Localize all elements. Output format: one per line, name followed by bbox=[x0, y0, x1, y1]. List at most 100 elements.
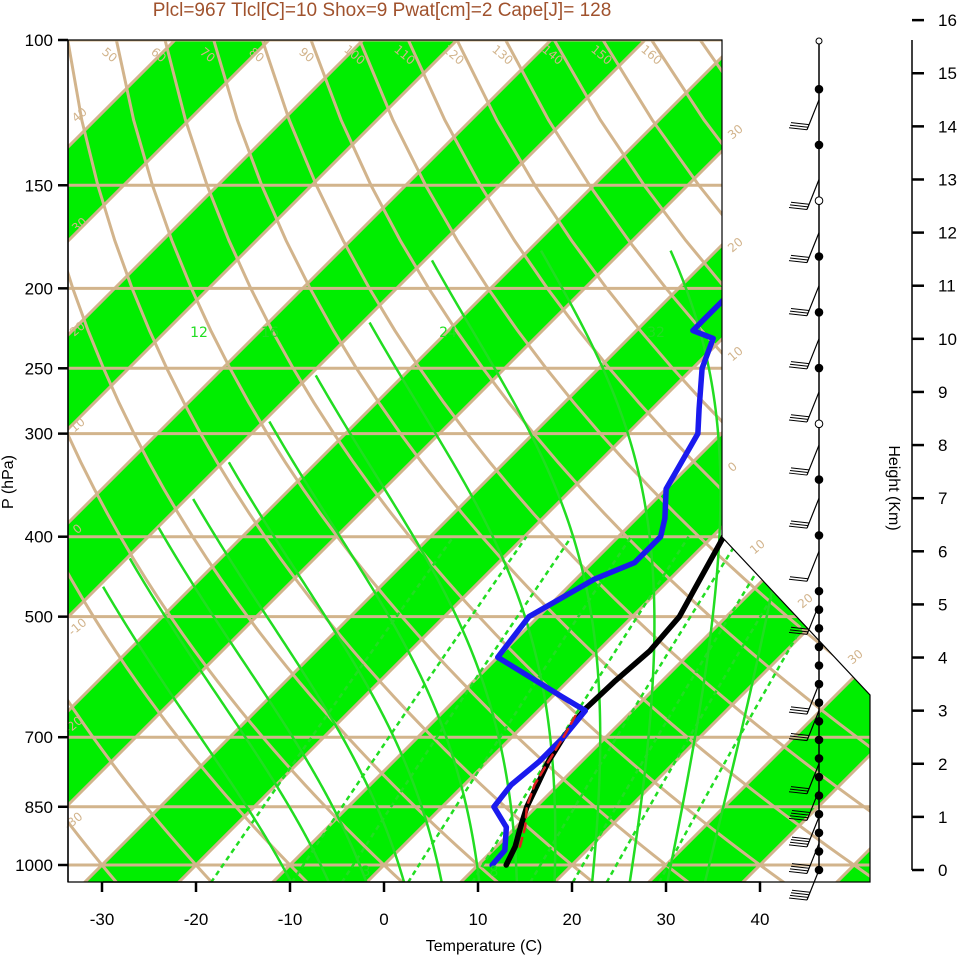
wind-barb-feather bbox=[788, 578, 808, 582]
wind-level-marker bbox=[814, 475, 824, 484]
y-tick-label: 100 bbox=[25, 31, 53, 50]
height-tick-label: 4 bbox=[938, 649, 947, 668]
isotherm-label: -10 bbox=[65, 615, 89, 638]
wind-barb-feather bbox=[788, 711, 808, 715]
isotherm-line bbox=[68, 40, 853, 882]
height-axis-title: Height (Km) bbox=[885, 445, 902, 530]
wind-barb bbox=[806, 683, 820, 715]
height-tick-label: 2 bbox=[938, 755, 947, 774]
isotherm-label: 30 bbox=[845, 647, 866, 668]
height-tick-label: 15 bbox=[938, 64, 957, 83]
moist-adiabat-lines bbox=[102, 249, 804, 882]
wind-barb-feather bbox=[789, 416, 809, 420]
wind-barb bbox=[806, 285, 820, 316]
wind-barb bbox=[806, 444, 820, 476]
moist-adiabat-line bbox=[157, 527, 368, 882]
moist-adiabat-line bbox=[314, 374, 519, 882]
wind-barb-feather bbox=[788, 206, 808, 210]
isotherm-label: 0 bbox=[725, 459, 740, 475]
wind-barb-feather bbox=[789, 815, 809, 819]
wind-barb-feather bbox=[789, 310, 809, 314]
dry-adiabat-line bbox=[309, 40, 870, 882]
dry-adiabat-line bbox=[68, 40, 214, 882]
mixing-ratio-line bbox=[340, 535, 573, 882]
mixing-ratio-label: 16 bbox=[261, 325, 279, 341]
wind-barb-feather bbox=[789, 363, 809, 367]
dry-adiabat-line bbox=[455, 40, 870, 882]
y-tick-label: 400 bbox=[25, 528, 53, 547]
wind-barb-feather bbox=[788, 844, 808, 848]
height-tick-label: 9 bbox=[938, 383, 947, 402]
moist-adiabat-line bbox=[192, 498, 406, 882]
wind-barb-feather bbox=[791, 836, 811, 840]
wind-barb-feather bbox=[788, 525, 808, 529]
wind-barb-feather bbox=[789, 124, 809, 128]
dry-adiabat-line bbox=[68, 40, 499, 882]
isotherm-label: 130 bbox=[489, 42, 516, 67]
wind-barb bbox=[806, 843, 820, 874]
mixing-ratio-line bbox=[290, 535, 528, 882]
mixing-ratio-line bbox=[571, 536, 780, 882]
wind-barb-column bbox=[788, 37, 824, 901]
wind-barb-feather bbox=[790, 786, 810, 790]
wind-barb-feather bbox=[788, 897, 808, 901]
wind-level-marker bbox=[814, 772, 824, 782]
dry-adiabat-line bbox=[68, 40, 118, 882]
wind-top-marker bbox=[815, 37, 823, 45]
wind-barb-feather bbox=[788, 870, 808, 874]
x-tick-label: -30 bbox=[90, 910, 115, 929]
mixing-ratio-line bbox=[605, 536, 810, 882]
x-tick-label: -20 bbox=[184, 910, 209, 929]
mixing-ratio-label: 3 bbox=[362, 864, 371, 880]
parcel-line bbox=[518, 714, 577, 848]
x-axis-title: Temperature (C) bbox=[426, 938, 542, 955]
moist-adiabat-line bbox=[227, 461, 443, 882]
isotherm-label: 30 bbox=[725, 122, 746, 143]
wind-barb-feather bbox=[790, 520, 810, 524]
wind-barb-feather bbox=[789, 576, 809, 580]
moist-adiabat-line bbox=[368, 321, 557, 882]
x-tick-label: 20 bbox=[563, 910, 582, 929]
wind-barb bbox=[806, 391, 820, 423]
height-tick-label: 13 bbox=[938, 170, 957, 189]
dry-adiabat-line bbox=[163, 40, 785, 882]
isotherm-line bbox=[271, 40, 870, 882]
height-tick-label: 16 bbox=[938, 11, 957, 30]
wind-barb bbox=[806, 551, 820, 582]
wind-barb-feather bbox=[789, 788, 809, 792]
wind-barb-feather bbox=[789, 868, 809, 872]
wind-barb-feather bbox=[788, 419, 808, 423]
height-tick-label: 8 bbox=[938, 436, 947, 455]
height-tick-label: 6 bbox=[938, 542, 947, 561]
y-axis: 100 150 200 250 300 400 500 700 850 1000 bbox=[15, 31, 69, 882]
wind-barb-feather bbox=[790, 201, 810, 205]
mixing-ratio-labels: 12 16 24 32 3 8 bbox=[190, 325, 665, 880]
y-tick-label: 1000 bbox=[15, 856, 53, 875]
wind-level-marker bbox=[814, 754, 824, 763]
temperature-band bbox=[460, 40, 870, 882]
isotherm-line bbox=[68, 40, 665, 882]
wind-barb-feather bbox=[789, 469, 809, 473]
isotherm-label: -30 bbox=[61, 809, 85, 832]
wind-barb-feather bbox=[788, 260, 808, 264]
isotherm-line bbox=[68, 40, 383, 882]
x-tick-label: 10 bbox=[469, 910, 488, 929]
isotherm-line bbox=[68, 40, 571, 882]
y-tick-label: 300 bbox=[25, 425, 53, 444]
wind-barb-feather bbox=[791, 810, 811, 814]
isotherm-label: 160 bbox=[638, 42, 665, 67]
height-tick-label: 12 bbox=[938, 224, 957, 243]
height-tick-label: 5 bbox=[938, 595, 947, 614]
wind-barb-feather bbox=[788, 791, 808, 795]
temperature-band bbox=[68, 40, 476, 882]
wind-barb-feather bbox=[788, 127, 808, 131]
wind-level-marker bbox=[814, 531, 824, 540]
x-tick-label: 30 bbox=[657, 910, 676, 929]
dry-adiabat-line bbox=[68, 40, 309, 882]
dry-adiabat-line bbox=[114, 40, 690, 882]
x-tick-label: 0 bbox=[379, 910, 388, 929]
isotherm-label: 10 bbox=[725, 344, 746, 365]
wind-barb-feather bbox=[789, 735, 809, 739]
y-tick-label: 500 bbox=[25, 608, 53, 627]
height-tick-label: 0 bbox=[938, 861, 947, 880]
